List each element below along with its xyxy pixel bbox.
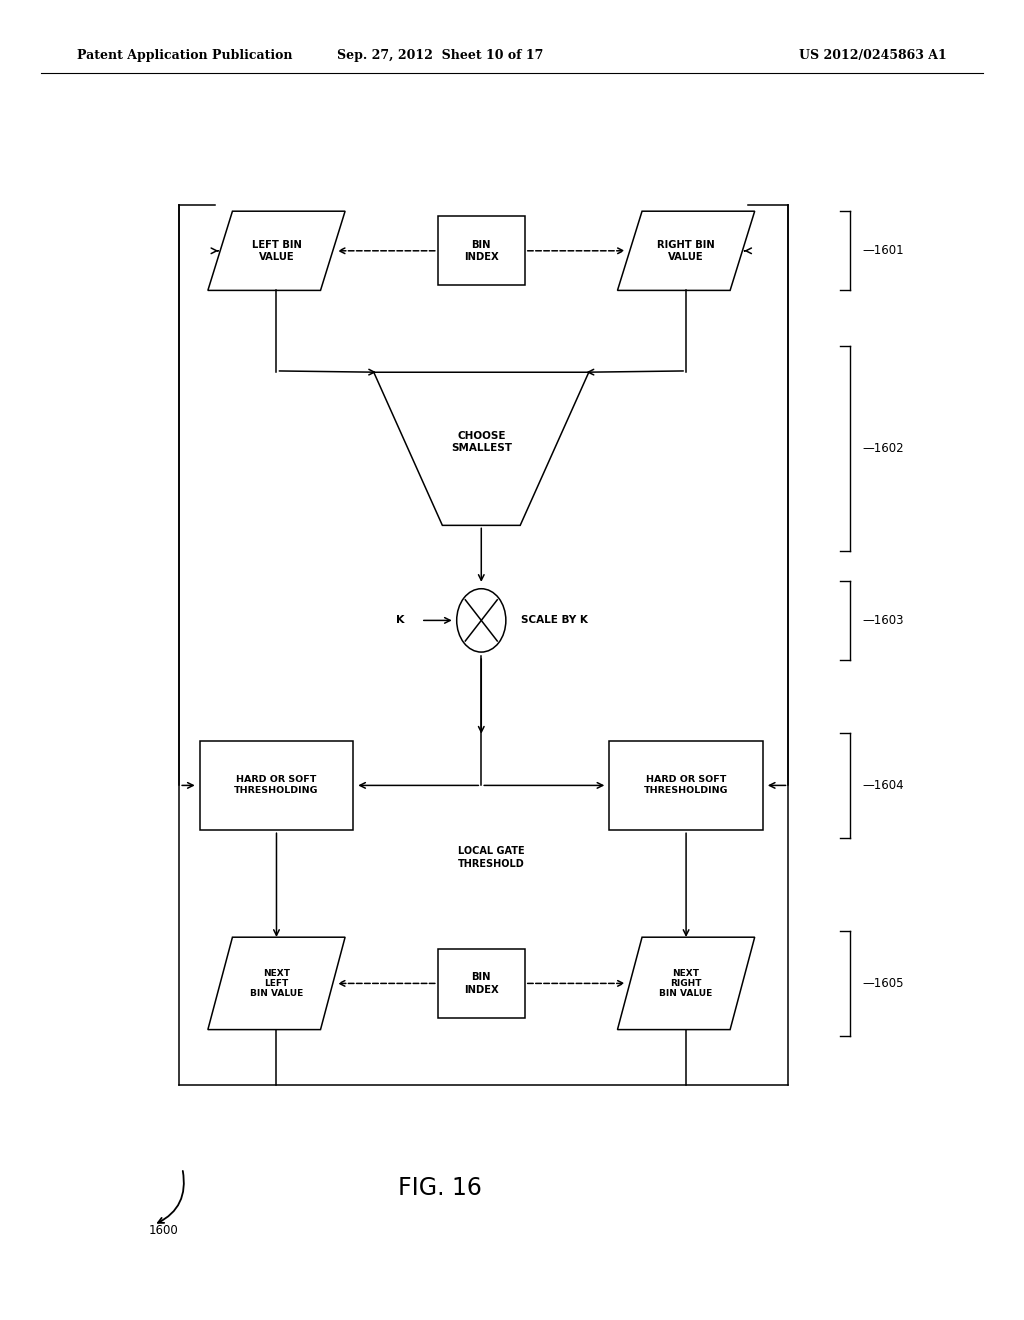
Text: HARD OR SOFT
THRESHOLDING: HARD OR SOFT THRESHOLDING xyxy=(234,775,318,796)
Text: 1600: 1600 xyxy=(148,1224,179,1237)
Text: RIGHT BIN
VALUE: RIGHT BIN VALUE xyxy=(657,240,715,261)
Text: K: K xyxy=(396,615,404,626)
Text: LOCAL GATE
THRESHOLD: LOCAL GATE THRESHOLD xyxy=(458,846,525,869)
PathPatch shape xyxy=(617,211,755,290)
Text: BIN
INDEX: BIN INDEX xyxy=(464,973,499,994)
Bar xyxy=(438,216,524,285)
Text: LEFT BIN
VALUE: LEFT BIN VALUE xyxy=(252,240,301,261)
Text: HARD OR SOFT
THRESHOLDING: HARD OR SOFT THRESHOLDING xyxy=(644,775,728,796)
Text: —1604: —1604 xyxy=(862,779,904,792)
Text: BIN
INDEX: BIN INDEX xyxy=(464,240,499,261)
Circle shape xyxy=(457,589,506,652)
Text: US 2012/0245863 A1: US 2012/0245863 A1 xyxy=(800,49,947,62)
Bar xyxy=(438,949,524,1018)
PathPatch shape xyxy=(208,211,345,290)
Text: Patent Application Publication: Patent Application Publication xyxy=(77,49,292,62)
Polygon shape xyxy=(374,372,589,525)
Text: FIG. 16: FIG. 16 xyxy=(398,1176,482,1200)
Text: —1601: —1601 xyxy=(862,244,904,257)
Text: —1603: —1603 xyxy=(862,614,904,627)
Text: CHOOSE
SMALLEST: CHOOSE SMALLEST xyxy=(451,432,512,453)
Text: —1602: —1602 xyxy=(862,442,904,455)
PathPatch shape xyxy=(208,937,345,1030)
Text: Sep. 27, 2012  Sheet 10 of 17: Sep. 27, 2012 Sheet 10 of 17 xyxy=(337,49,544,62)
Bar xyxy=(609,741,763,830)
Text: SCALE BY K: SCALE BY K xyxy=(521,615,588,626)
PathPatch shape xyxy=(617,937,755,1030)
Text: NEXT
RIGHT
BIN VALUE: NEXT RIGHT BIN VALUE xyxy=(659,969,713,998)
Text: NEXT
LEFT
BIN VALUE: NEXT LEFT BIN VALUE xyxy=(250,969,303,998)
Bar xyxy=(200,741,353,830)
Text: —1605: —1605 xyxy=(862,977,904,990)
